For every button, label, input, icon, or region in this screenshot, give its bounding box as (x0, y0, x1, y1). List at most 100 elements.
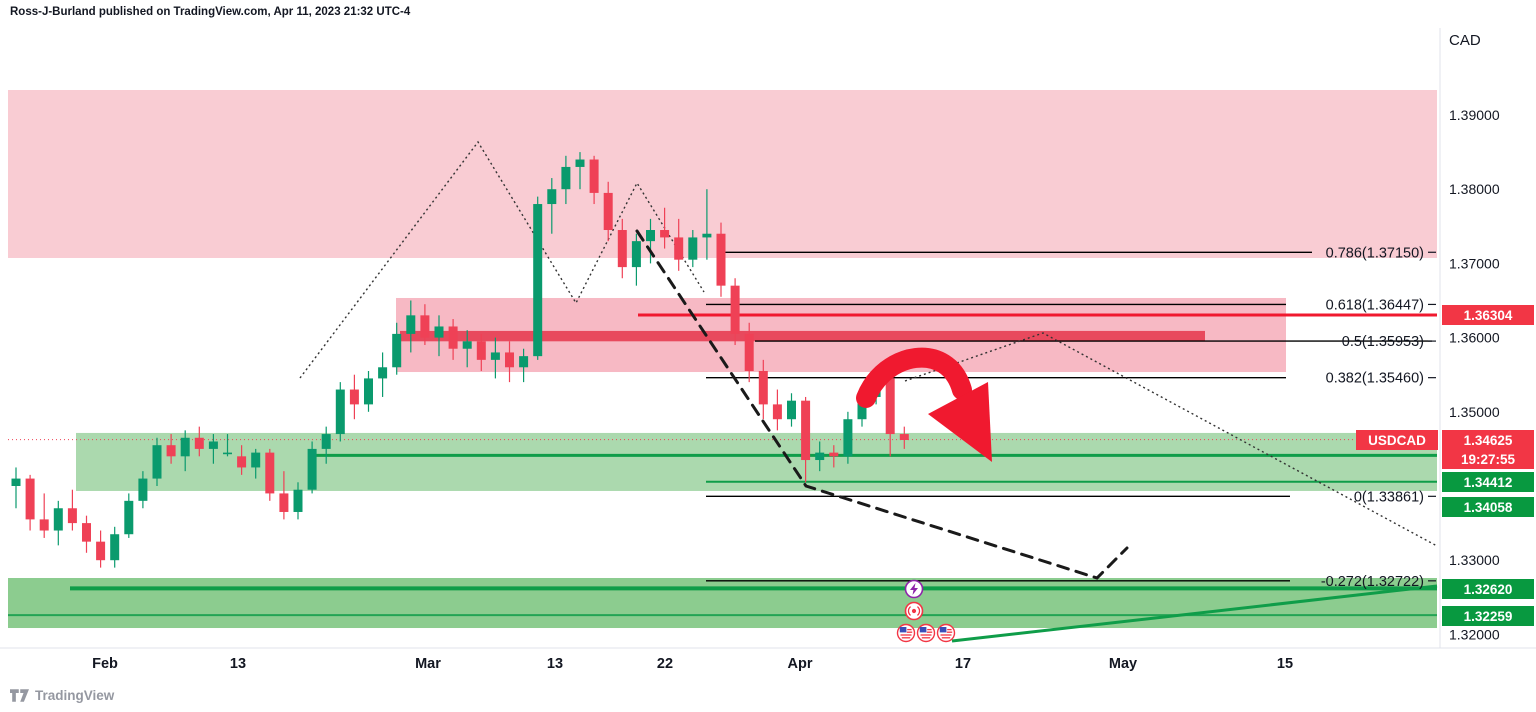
candle-body (96, 541, 106, 561)
candle-body (476, 341, 486, 360)
candle-body (857, 396, 867, 420)
time-tick[interactable]: 17 (955, 656, 971, 672)
price-tag-label[interactable]: 1.34412 (1464, 475, 1513, 490)
fib-label: -0.272(1.32722) (1321, 574, 1424, 590)
candle-body (39, 519, 49, 531)
candle-body (53, 508, 63, 531)
candle-body (180, 437, 190, 457)
zone-upper-resistance[interactable] (8, 89, 1437, 258)
price-tick[interactable]: 1.35000 (1449, 404, 1500, 420)
candle-body (561, 166, 571, 190)
candle-body (138, 478, 148, 501)
zone-lower-support[interactable] (8, 578, 1437, 629)
candle-body (730, 285, 740, 334)
time-tick[interactable]: 15 (1277, 656, 1293, 672)
candle-body (702, 233, 712, 238)
candle-body (519, 356, 529, 368)
candle-body (646, 230, 655, 242)
currency-label: CAD (1449, 32, 1481, 49)
candle-body (364, 378, 373, 405)
time-tick[interactable]: May (1109, 656, 1137, 672)
price-tag-label[interactable]: 1.36304 (1464, 308, 1513, 323)
candle-body (490, 352, 500, 360)
price-tag[interactable] (1442, 305, 1534, 325)
candle-body (434, 326, 444, 338)
price-tick[interactable]: 1.39000 (1449, 107, 1500, 123)
price-tag-label[interactable]: 1.32620 (1464, 582, 1513, 597)
time-tick[interactable]: Apr (788, 656, 813, 672)
fib-label: 0.618(1.36447) (1326, 297, 1424, 313)
candle-body (885, 378, 895, 435)
price-tag[interactable] (1442, 579, 1534, 599)
price-tag-label[interactable]: 1.32259 (1464, 609, 1513, 624)
time-tick[interactable]: Mar (415, 656, 441, 672)
candle-body (462, 341, 472, 349)
candle-body (589, 159, 599, 193)
candle-body (744, 333, 754, 371)
economic-event-icon-target[interactable] (904, 601, 924, 621)
time-tick[interactable]: Feb (92, 656, 118, 672)
price-tag-label[interactable]: 19:27:55 (1461, 452, 1516, 467)
red-arrow-head (928, 382, 992, 462)
tradingview-watermark-label: TradingView (35, 688, 115, 703)
price-tag[interactable] (1442, 497, 1534, 517)
time-axis[interactable] (0, 648, 1536, 712)
fib-label: 0.786(1.37150) (1326, 245, 1424, 261)
candle-body (787, 400, 796, 420)
tradingview-watermark[interactable]: TradingView (10, 687, 114, 704)
candle-body (505, 352, 514, 368)
symbol-tag-label[interactable]: USDCAD (1368, 433, 1426, 448)
price-tick[interactable]: 1.36000 (1449, 330, 1500, 346)
candle-body (223, 452, 232, 455)
time-tick[interactable]: 13 (230, 656, 246, 672)
candle-body (617, 230, 627, 268)
dotted-projection[interactable] (904, 332, 1438, 547)
economic-event-icon-lightning[interactable] (904, 579, 924, 599)
publication-attribution: Ross-J-Burland published on TradingView.… (10, 6, 411, 18)
ascending-trendline[interactable] (951, 584, 1438, 643)
fib-label: 0(1.33861) (1354, 489, 1424, 505)
candle-body (815, 452, 825, 461)
candle-body (279, 493, 289, 512)
candle-body (758, 370, 768, 405)
candle-body (406, 315, 416, 334)
price-tick[interactable]: 1.38000 (1449, 181, 1500, 197)
price-tag[interactable] (1442, 472, 1534, 492)
candle-body (829, 452, 839, 457)
candle-body (265, 452, 275, 494)
red-arrow-annotation[interactable] (856, 347, 972, 408)
price-tag[interactable] (1442, 430, 1534, 450)
price-tick[interactable]: 1.33000 (1449, 552, 1500, 568)
time-tick[interactable]: 13 (547, 656, 563, 672)
candle-body (82, 523, 91, 542)
symbol-tag[interactable] (1356, 430, 1438, 450)
economic-event-icon-flag[interactable] (916, 623, 936, 643)
candle-body (307, 448, 317, 490)
economic-event-icon-flag[interactable] (896, 623, 916, 643)
price-tag[interactable] (1442, 606, 1534, 626)
price-tag-label[interactable]: 1.34058 (1464, 500, 1513, 515)
candle-body (688, 237, 698, 260)
zone-mid-resistance-band[interactable] (400, 330, 1205, 342)
candle-body (899, 434, 909, 440)
candle-body (660, 230, 670, 238)
candle-body (194, 437, 204, 449)
price-tag-label[interactable]: 1.34625 (1464, 433, 1513, 448)
candle-body (603, 192, 613, 231)
candle-body (321, 434, 331, 449)
candle-body (772, 404, 782, 420)
bearish-dashed-trendline[interactable] (635, 229, 1129, 580)
candle-body (631, 241, 641, 268)
economic-event-icon-flag[interactable] (936, 623, 956, 643)
candle-body (208, 441, 218, 449)
price-tick[interactable]: 1.32000 (1449, 626, 1500, 642)
time-tick[interactable]: 22 (657, 656, 673, 672)
candle-body (237, 456, 247, 468)
candle-body (335, 389, 345, 435)
candle-body (251, 452, 261, 468)
price-tag[interactable] (1442, 449, 1534, 469)
candle-body (124, 500, 134, 535)
price-tick[interactable]: 1.37000 (1449, 255, 1500, 271)
dotted-projection[interactable] (299, 140, 705, 379)
